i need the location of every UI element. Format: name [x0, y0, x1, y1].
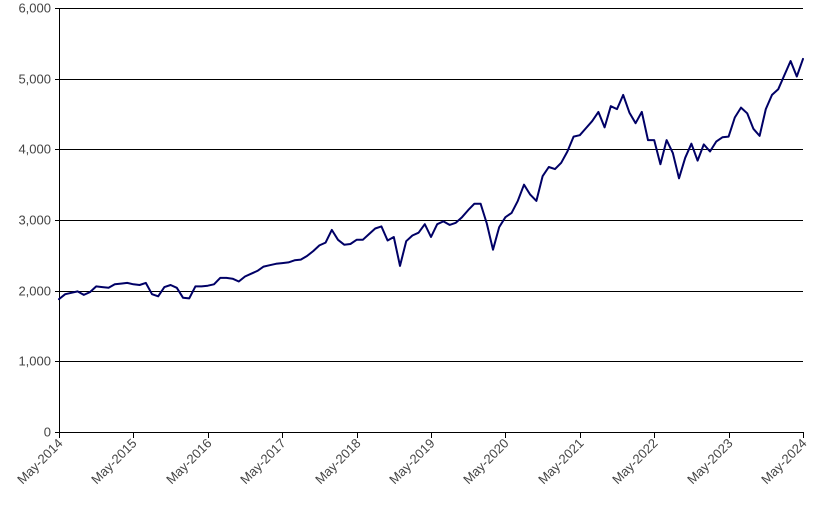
x-tick-label: May-2020 — [460, 436, 511, 487]
x-tick-label: May-2022 — [609, 436, 660, 487]
y-tick-label: 1,000 — [18, 354, 51, 369]
series-group — [58, 57, 804, 301]
gridlines — [59, 8, 803, 362]
y-tick-label: 3,000 — [18, 213, 51, 228]
x-tick-label: May-2023 — [684, 436, 735, 487]
x-tick-label: May-2018 — [312, 436, 363, 487]
x-tick-label: May-2017 — [237, 436, 288, 487]
x-tick-label: May-2024 — [758, 436, 809, 487]
x-tick-label: May-2015 — [88, 436, 139, 487]
y-tick-label: 2,000 — [18, 284, 51, 299]
x-tick-label: May-2021 — [535, 436, 586, 487]
y-axis-ticks: 0 1,000 2,000 3,000 4,000 5,000 6,000 — [18, 1, 59, 440]
x-tick-label: May-2019 — [386, 436, 437, 487]
x-tick-label: May-2016 — [163, 436, 214, 487]
y-tick-label: 0 — [44, 425, 51, 440]
x-tick-label: May-2014 — [14, 436, 65, 487]
x-axis-ticks: May-2014 May-2015 May-2016 May-2017 May-2018… — [14, 432, 810, 487]
y-tick-label: 4,000 — [18, 142, 51, 157]
y-tick-label: 6,000 — [18, 1, 51, 16]
y-tick-label: 5,000 — [18, 72, 51, 87]
series-line — [58, 57, 804, 301]
